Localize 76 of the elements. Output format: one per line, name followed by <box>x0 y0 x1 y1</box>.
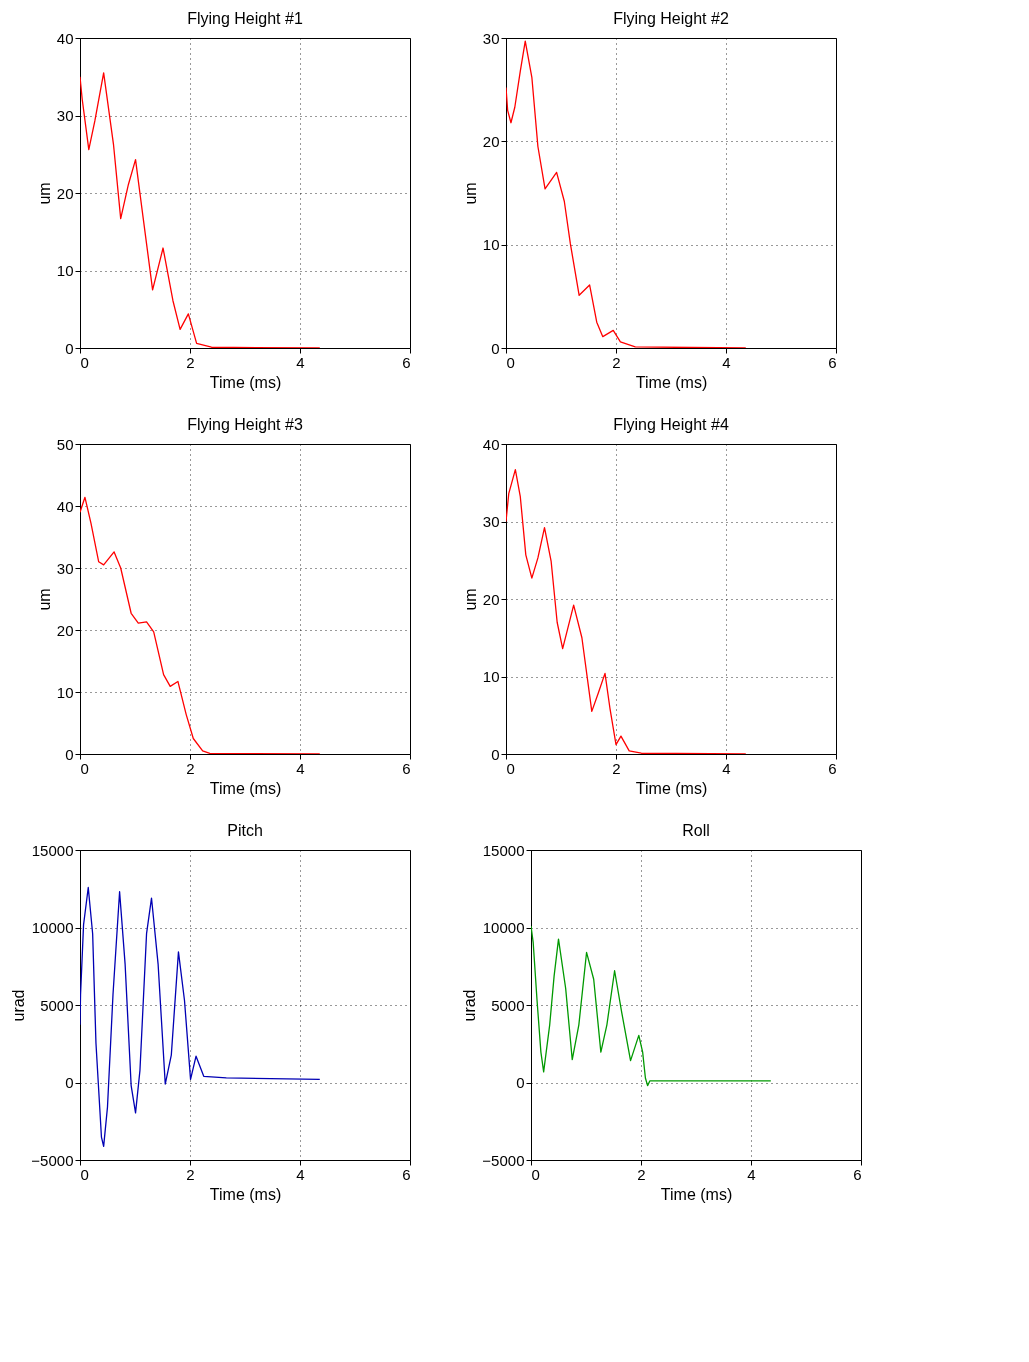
y-tick-label: 10 <box>56 262 74 279</box>
y-tick-label: 0 <box>491 745 500 763</box>
x-tick-label: 2 <box>186 1165 195 1183</box>
y-tick-label: 10 <box>482 668 500 685</box>
y-tick-label: 0 <box>516 1074 525 1091</box>
y-axis-title: urad <box>10 989 28 1022</box>
y-tick-label: 10 <box>56 683 74 701</box>
y-tick-label: 30 <box>56 559 74 577</box>
x-tick-label: 0 <box>80 353 89 371</box>
y-tick-label: 15000 <box>31 841 74 859</box>
x-tick-label: 4 <box>722 353 731 371</box>
line-series <box>506 468 747 754</box>
x-tick-label: 4 <box>296 759 305 777</box>
y-tick-label: 0 <box>65 339 74 357</box>
x-tick-label: 4 <box>722 759 731 777</box>
y-tick-label: 20 <box>56 184 74 202</box>
x-tick-label: 6 <box>853 1165 862 1183</box>
x-tick-label: 2 <box>612 353 621 371</box>
chart-title: Flying Height #4 <box>613 416 729 433</box>
x-axis-title: Time (ms) <box>635 373 708 391</box>
chart-title: Roll <box>682 822 710 839</box>
y-tick-label: 5000 <box>491 996 525 1014</box>
line-series <box>506 40 747 348</box>
x-tick-label: 4 <box>296 1165 305 1183</box>
x-tick-label: 0 <box>531 1165 540 1183</box>
x-tick-label: 6 <box>828 353 837 371</box>
y-tick-label: −5000 <box>482 1151 525 1169</box>
y-axis-title: um <box>35 588 53 611</box>
x-tick-label: 2 <box>186 353 195 371</box>
y-tick-label: 15000 <box>482 841 525 859</box>
line-series <box>80 886 321 1148</box>
y-tick-label: 30 <box>56 107 74 124</box>
x-axis-title: Time (ms) <box>635 779 708 797</box>
y-tick-label: 20 <box>482 132 500 150</box>
x-axis-title: Time (ms) <box>660 1185 733 1203</box>
y-axis-title: um <box>461 588 479 611</box>
chart-title: Flying Height #2 <box>613 10 729 27</box>
x-axis-title: Time (ms) <box>209 779 282 797</box>
y-tick-label: 50 <box>56 435 74 453</box>
line-series <box>80 496 321 754</box>
x-axis-title: Time (ms) <box>209 1185 282 1203</box>
x-tick-label: 2 <box>612 759 621 777</box>
y-tick-label: 40 <box>482 435 500 453</box>
x-tick-label: 2 <box>637 1165 646 1183</box>
y-tick-label: 10 <box>482 236 500 254</box>
chart-title: Flying Height #1 <box>187 10 303 27</box>
y-tick-label: 40 <box>56 29 74 47</box>
y-tick-label: 10000 <box>31 919 74 936</box>
x-tick-label: 6 <box>402 353 411 371</box>
y-axis-title: um <box>35 182 53 205</box>
y-tick-label: 20 <box>56 621 74 639</box>
x-tick-label: 0 <box>80 1165 89 1183</box>
x-tick-label: 6 <box>402 759 411 777</box>
y-tick-label: 10000 <box>482 919 525 936</box>
y-tick-label: 5000 <box>40 996 74 1014</box>
x-tick-label: 0 <box>80 759 89 777</box>
x-tick-label: 6 <box>828 759 837 777</box>
chart-title: Flying Height #3 <box>187 416 303 433</box>
line-series <box>80 72 321 348</box>
x-tick-label: 4 <box>296 353 305 371</box>
y-tick-label: 0 <box>65 1074 74 1091</box>
y-tick-label: 40 <box>56 497 74 515</box>
y-axis-title: urad <box>461 989 479 1022</box>
y-tick-label: 0 <box>65 745 74 763</box>
y-tick-label: 30 <box>482 29 500 47</box>
chart-title: Pitch <box>227 822 263 839</box>
y-tick-label: 0 <box>491 339 500 357</box>
line-series <box>531 925 772 1087</box>
x-tick-label: 4 <box>747 1165 756 1183</box>
x-tick-label: 6 <box>402 1165 411 1183</box>
y-tick-label: −5000 <box>31 1151 74 1169</box>
x-tick-label: 2 <box>186 759 195 777</box>
y-tick-label: 20 <box>482 590 500 608</box>
y-tick-label: 30 <box>482 513 500 530</box>
x-axis-title: Time (ms) <box>209 373 282 391</box>
y-axis-title: um <box>461 182 479 205</box>
